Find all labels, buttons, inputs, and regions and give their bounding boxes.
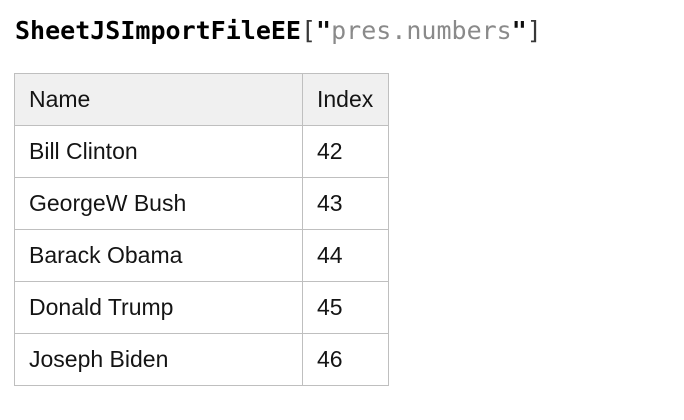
cell-name: GeorgeW Bush <box>14 177 303 230</box>
cell-name: Donald Trump <box>14 281 303 334</box>
cell-index: 42 <box>302 125 389 178</box>
code-title-open-quote: " <box>316 16 332 45</box>
table-row: GeorgeW Bush 43 <box>14 177 389 230</box>
cell-name: Bill Clinton <box>14 125 303 178</box>
cell-name: Joseph Biden <box>14 333 303 386</box>
table-header-row: Name Index <box>14 73 389 126</box>
code-title-open-bracket: [ <box>300 16 317 45</box>
code-title-close-bracket: ] <box>526 16 542 45</box>
cell-index: 46 <box>302 333 389 386</box>
table-row: Bill Clinton 42 <box>14 125 389 178</box>
page: SheetJSImportFileEE["pres.numbers"] Name… <box>14 13 684 386</box>
code-title: SheetJSImportFileEE["pres.numbers"] <box>15 13 684 48</box>
table-row: Barack Obama 44 <box>14 229 389 282</box>
code-title-file-name: pres.numbers <box>331 16 512 45</box>
cell-name: Barack Obama <box>14 229 303 282</box>
table-row: Donald Trump 45 <box>14 281 389 334</box>
cell-index: 43 <box>302 177 389 230</box>
cell-index: 44 <box>302 229 389 282</box>
cell-index: 45 <box>302 281 389 334</box>
code-title-close-quote: " <box>511 16 527 45</box>
table-header-index: Index <box>302 73 389 126</box>
presidents-table: Name Index Bill Clinton 42 GeorgeW Bush … <box>14 73 389 386</box>
code-title-function-name: SheetJSImportFileEE <box>15 16 301 45</box>
table-row: Joseph Biden 46 <box>14 333 389 386</box>
table-header-name: Name <box>14 73 303 126</box>
